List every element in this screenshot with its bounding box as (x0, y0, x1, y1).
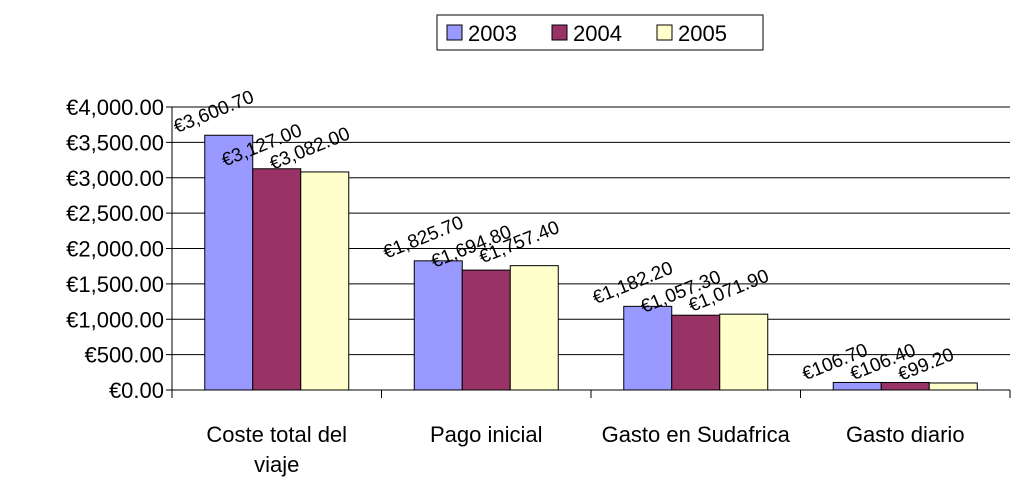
x-tick-label: Gasto diario (845, 422, 965, 447)
value-label: €1,757.40 (476, 217, 562, 268)
y-tick-label: €3,000.00 (66, 166, 164, 191)
bar (928, 382, 978, 391)
bar (252, 168, 302, 391)
y-tick-label: €2,500.00 (66, 201, 164, 226)
legend-swatch (656, 24, 673, 41)
legend-swatch (551, 24, 568, 41)
bar (509, 265, 559, 391)
y-tick-label: €0.00 (109, 378, 164, 403)
bar (719, 313, 769, 391)
y-tick-label: €2,000.00 (66, 237, 164, 262)
legend-label: 2005 (678, 21, 727, 46)
bar (671, 314, 721, 391)
y-tick-label: €1,500.00 (66, 272, 164, 297)
y-tick-label: €500.00 (84, 343, 164, 368)
legend-label: 2004 (573, 21, 622, 46)
bar (623, 305, 673, 391)
legend-label: 2003 (468, 21, 517, 46)
bar (204, 134, 254, 391)
bar (461, 269, 511, 391)
y-tick-label: €3,500.00 (66, 130, 164, 155)
bar (300, 171, 350, 391)
y-tick-label: €4,000.00 (66, 95, 164, 120)
value-label: €3,600.70 (171, 87, 257, 138)
legend-box (436, 14, 764, 51)
bar (413, 260, 463, 391)
y-tick-label: €1,000.00 (66, 307, 164, 332)
x-tick-label: Gasto en Sudafrica (601, 422, 790, 447)
x-tick-label: Pago inicial (429, 422, 543, 447)
legend-swatch (446, 24, 463, 41)
x-tick-label: Coste total del viaje (206, 422, 348, 477)
